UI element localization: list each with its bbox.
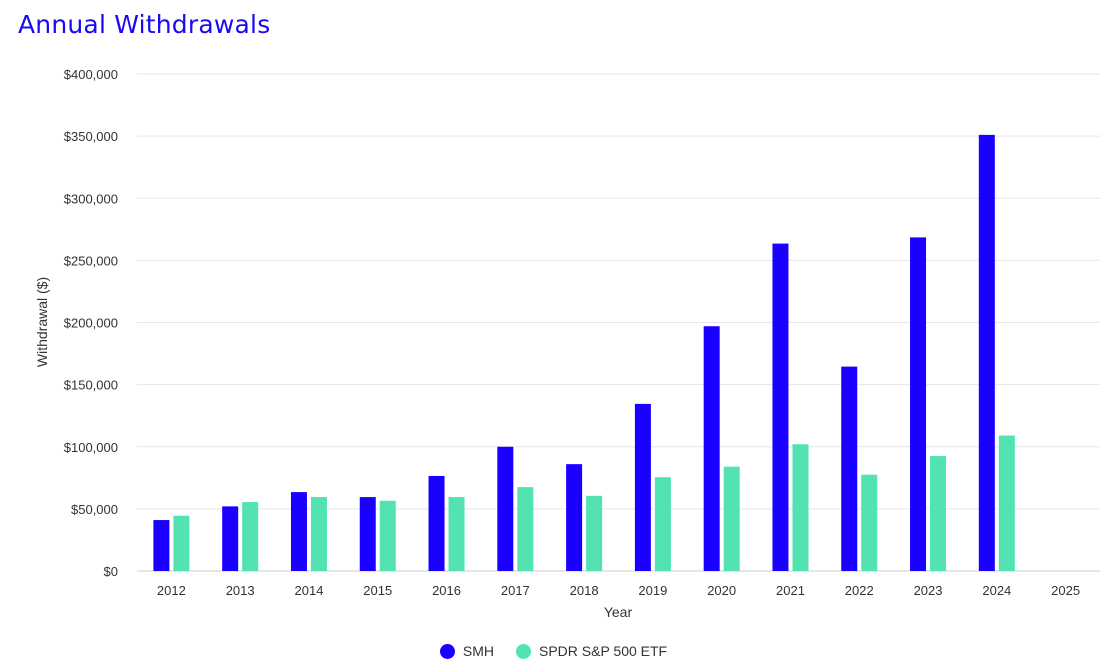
y-tick-label: $0 xyxy=(104,564,118,579)
x-tick-label: 2020 xyxy=(707,583,736,598)
bar-smh-2021[interactable] xyxy=(772,243,789,571)
x-tick-label: 2013 xyxy=(226,583,255,598)
y-tick-label: $100,000 xyxy=(64,440,118,455)
x-tick-label: 2021 xyxy=(776,583,805,598)
legend-swatch-smh xyxy=(439,643,455,659)
chart-title: Annual Withdrawals xyxy=(18,10,271,39)
bar-chart: $0 $50,000 $100,000 $150,000 $200,000 $250,00… xyxy=(34,67,1100,620)
bar-spdr-2012[interactable] xyxy=(173,515,190,571)
bar-smh-2017[interactable] xyxy=(497,446,514,571)
bar-smh-2019[interactable] xyxy=(634,403,651,571)
x-tick-label: 2019 xyxy=(638,583,667,598)
bar-spdr-2015[interactable] xyxy=(379,500,396,571)
bars xyxy=(153,134,1015,572)
bar-spdr-2023[interactable] xyxy=(930,456,947,571)
bar-smh-2020[interactable] xyxy=(703,326,720,571)
bar-spdr-2013[interactable] xyxy=(242,502,259,571)
x-tick-label: 2025 xyxy=(1051,583,1080,598)
bar-spdr-2018[interactable] xyxy=(586,495,603,571)
x-tick-label: 2023 xyxy=(914,583,943,598)
y-tick-label: $150,000 xyxy=(64,378,118,393)
x-tick-label: 2017 xyxy=(501,583,530,598)
bar-smh-2022[interactable] xyxy=(841,366,858,571)
bar-spdr-2017[interactable] xyxy=(517,487,534,571)
y-tick-label: $250,000 xyxy=(64,253,118,268)
y-tick-label: $200,000 xyxy=(64,316,118,331)
x-tick-label: 2012 xyxy=(157,583,186,598)
bar-spdr-2022[interactable] xyxy=(861,474,878,571)
bar-smh-2016[interactable] xyxy=(428,475,445,571)
bar-smh-2018[interactable] xyxy=(566,464,583,571)
legend-item-spdr[interactable]: SPDR S&P 500 ETF xyxy=(515,643,668,659)
legend-swatch-spdr xyxy=(515,643,531,659)
legend-item-smh[interactable]: SMH xyxy=(439,643,494,659)
bar-smh-2024[interactable] xyxy=(978,134,995,571)
x-tick-label: 2022 xyxy=(845,583,874,598)
y-axis-label: Withdrawal ($) xyxy=(34,277,50,367)
bar-spdr-2016[interactable] xyxy=(448,497,465,571)
bar-spdr-2014[interactable] xyxy=(310,497,327,571)
legend-label-smh: SMH xyxy=(462,643,494,659)
bar-spdr-2019[interactable] xyxy=(654,477,671,571)
y-tick-label: $50,000 xyxy=(71,502,118,517)
legend-label-spdr: SPDR S&P 500 ETF xyxy=(538,643,668,659)
bar-smh-2014[interactable] xyxy=(290,492,307,571)
x-tick-label: 2014 xyxy=(295,583,324,598)
x-tick-label: 2016 xyxy=(432,583,461,598)
x-tick-label: 2018 xyxy=(570,583,599,598)
x-tick-label: 2024 xyxy=(982,583,1011,598)
bar-smh-2015[interactable] xyxy=(359,497,376,571)
x-tick-label: 2015 xyxy=(363,583,392,598)
gridlines xyxy=(137,73,1100,572)
bar-smh-2012[interactable] xyxy=(153,520,170,571)
legend: SMH SPDR S&P 500 ETF xyxy=(0,643,1113,659)
y-axis-ticks: $0 $50,000 $100,000 $150,000 $200,000 $250,00… xyxy=(64,67,118,579)
bar-smh-2023[interactable] xyxy=(910,237,927,572)
y-tick-label: $350,000 xyxy=(64,129,118,144)
bar-spdr-2020[interactable] xyxy=(723,466,740,571)
bar-spdr-2024[interactable] xyxy=(998,435,1015,571)
x-axis-ticks: 2012 2013 2014 2015 2016 2017 2018 2019 2020 2021… xyxy=(157,583,1080,598)
y-tick-label: $300,000 xyxy=(64,191,118,206)
bar-spdr-2021[interactable] xyxy=(792,444,809,571)
x-axis-label: Year xyxy=(604,604,633,620)
y-tick-label: $400,000 xyxy=(64,67,118,82)
bar-smh-2013[interactable] xyxy=(222,506,239,571)
